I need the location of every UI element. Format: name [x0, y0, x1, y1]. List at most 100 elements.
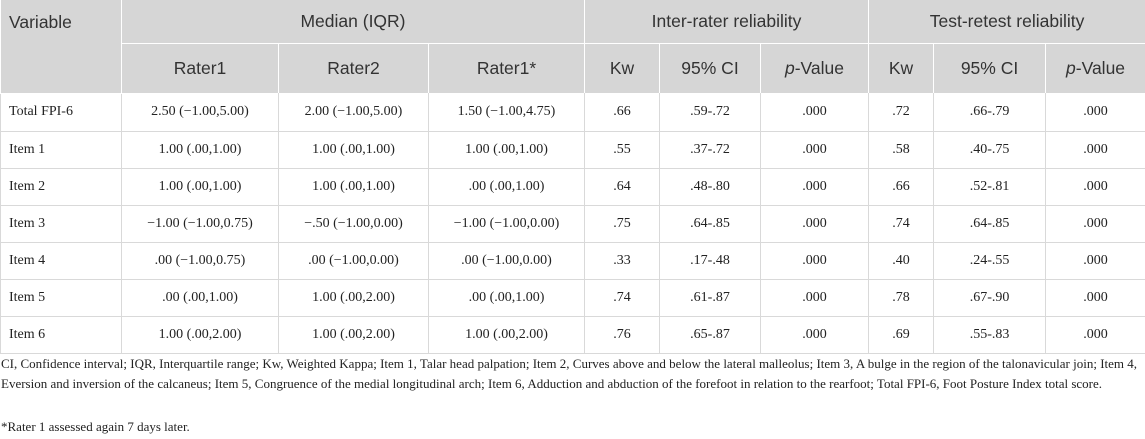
cell-tr-kw: .40 [868, 242, 935, 280]
table-body: Total FPI-6 2.50 (−1.00,5.00) 2.00 (−1.0… [0, 93, 1145, 354]
cell-ir-p: .000 [759, 316, 870, 354]
cell-tr-kw: .72 [868, 93, 935, 132]
header-rater1-star: Rater1* [428, 43, 585, 93]
cell-rater2: 1.00 (.00,1.00) [278, 131, 429, 169]
header-ir-ci: 95% CI [659, 43, 761, 93]
header-tr-ci: 95% CI [933, 43, 1047, 93]
cell-tr-ci: .67-.90 [933, 279, 1047, 317]
cell-rater1-star: 1.50 (−1.00,4.75) [428, 93, 585, 132]
table-footnote-rater: *Rater 1 assessed again 7 days later. [1, 419, 190, 434]
cell-rater2: 1.00 (.00,1.00) [278, 168, 429, 206]
cell-tr-kw: .66 [868, 168, 935, 206]
header-tr-kw: Kw [868, 43, 935, 93]
cell-ir-kw: .64 [584, 168, 660, 206]
cell-tr-kw: .69 [868, 316, 935, 354]
cell-variable: Item 5 [0, 279, 122, 317]
cell-ir-kw: .55 [584, 131, 660, 169]
cell-rater2: 2.00 (−1.00,5.00) [278, 93, 429, 132]
reliability-table: Variable Median (IQR) Inter-rater reliab… [0, 0, 1145, 354]
cell-rater2: .00 (−1.00,0.00) [278, 242, 429, 280]
header-inter-rater: Inter-rater reliability [583, 0, 870, 44]
cell-tr-ci: .24-.55 [933, 242, 1047, 280]
cell-ir-kw: .66 [584, 93, 660, 132]
cell-ir-ci: .37-.72 [659, 131, 761, 169]
p-suffix: -Value [1075, 58, 1126, 78]
header-row-columns: Rater1 Rater2 Rater1* Kw 95% CI p-Value … [1, 43, 1145, 93]
cell-tr-ci: .40-.75 [933, 131, 1047, 169]
cell-ir-ci: .17-.48 [659, 242, 761, 280]
cell-ir-p: .000 [759, 242, 870, 280]
header-rater2: Rater2 [278, 43, 429, 93]
cell-rater1: −1.00 (−1.00,0.75) [121, 205, 279, 243]
cell-tr-ci: .55-.83 [933, 316, 1047, 354]
cell-variable: Item 3 [0, 205, 122, 243]
p-suffix: -Value [794, 58, 845, 78]
cell-ir-p: .000 [759, 279, 870, 317]
cell-rater1-star: 1.00 (.00,1.00) [428, 131, 585, 169]
cell-variable: Item 6 [0, 316, 122, 354]
cell-ir-ci: .64-.85 [659, 205, 761, 243]
cell-ir-kw: .74 [584, 279, 660, 317]
table-row: Item 6 1.00 (.00,2.00) 1.00 (.00,2.00) 1… [0, 316, 1145, 354]
cell-ir-kw: .33 [584, 242, 660, 280]
cell-tr-kw: .74 [868, 205, 935, 243]
cell-tr-p: .000 [1045, 168, 1145, 206]
header-row-groups: Variable Median (IQR) Inter-rater reliab… [0, 0, 1145, 94]
cell-tr-ci: .52-.81 [933, 168, 1047, 206]
cell-variable: Item 1 [0, 131, 122, 169]
cell-rater1-star: .00 (−1.00,0.00) [428, 242, 585, 280]
cell-ir-ci: .48-.80 [659, 168, 761, 206]
table-row: Item 4 .00 (−1.00,0.75) .00 (−1.00,0.00)… [0, 242, 1145, 280]
cell-rater1: .00 (.00,1.00) [121, 279, 279, 317]
cell-rater1-star: −1.00 (−1.00,0.00) [428, 205, 585, 243]
table-row: Item 1 1.00 (.00,1.00) 1.00 (.00,1.00) 1… [0, 131, 1145, 169]
cell-rater1-star: .00 (.00,1.00) [428, 279, 585, 317]
cell-tr-p: .000 [1045, 316, 1145, 354]
cell-rater1-star: .00 (.00,1.00) [428, 168, 585, 206]
cell-ir-ci: .61-.87 [659, 279, 761, 317]
cell-ir-kw: .75 [584, 205, 660, 243]
cell-variable: Item 4 [0, 242, 122, 280]
cell-ir-p: .000 [759, 205, 870, 243]
cell-rater1: .00 (−1.00,0.75) [121, 242, 279, 280]
cell-tr-p: .000 [1045, 279, 1145, 317]
cell-variable: Item 2 [0, 168, 122, 206]
cell-rater1: 1.00 (.00,1.00) [121, 131, 279, 169]
cell-variable: Total FPI-6 [0, 93, 122, 132]
cell-ir-kw: .76 [584, 316, 660, 354]
cell-tr-kw: .78 [868, 279, 935, 317]
cell-rater2: 1.00 (.00,2.00) [278, 279, 429, 317]
table-row: Item 3 −1.00 (−1.00,0.75) −.50 (−1.00,0.… [0, 205, 1145, 243]
header-ir-kw: Kw [584, 43, 660, 93]
cell-rater2: −.50 (−1.00,0.00) [278, 205, 429, 243]
cell-ir-ci: .59-.72 [659, 93, 761, 132]
cell-ir-p: .000 [759, 168, 870, 206]
p-italic: p [1066, 58, 1076, 78]
header-rater1: Rater1 [121, 43, 279, 93]
cell-tr-p: .000 [1045, 131, 1145, 169]
cell-ir-p: .000 [759, 93, 870, 132]
cell-tr-kw: .58 [868, 131, 935, 169]
header-tr-pvalue: p-Value [1045, 43, 1145, 93]
cell-tr-ci: .66-.79 [933, 93, 1047, 132]
cell-rater1-star: 1.00 (.00,2.00) [428, 316, 585, 354]
cell-rater2: 1.00 (.00,2.00) [278, 316, 429, 354]
cell-tr-p: .000 [1045, 93, 1145, 132]
header-ir-pvalue: p-Value [759, 43, 870, 93]
table-row: Total FPI-6 2.50 (−1.00,5.00) 2.00 (−1.0… [0, 93, 1145, 132]
cell-ir-p: .000 [759, 131, 870, 169]
cell-tr-p: .000 [1045, 205, 1145, 243]
header-median-iqr: Median (IQR) [121, 0, 585, 44]
cell-tr-p: .000 [1045, 242, 1145, 280]
table-row: Item 5 .00 (.00,1.00) 1.00 (.00,2.00) .0… [0, 279, 1145, 317]
table-row: Item 2 1.00 (.00,1.00) 1.00 (.00,1.00) .… [0, 168, 1145, 206]
table-footnote-abbreviations: CI, Confidence interval; IQR, Interquart… [1, 356, 1138, 391]
cell-rater1: 1.00 (.00,1.00) [121, 168, 279, 206]
cell-tr-ci: .64-.85 [933, 205, 1047, 243]
header-variable: Variable [0, 0, 122, 94]
table-header: Variable Median (IQR) Inter-rater reliab… [0, 0, 1145, 94]
cell-rater1: 2.50 (−1.00,5.00) [121, 93, 279, 132]
cell-rater1: 1.00 (.00,2.00) [121, 316, 279, 354]
cell-ir-ci: .65-.87 [659, 316, 761, 354]
p-italic: p [785, 58, 795, 78]
